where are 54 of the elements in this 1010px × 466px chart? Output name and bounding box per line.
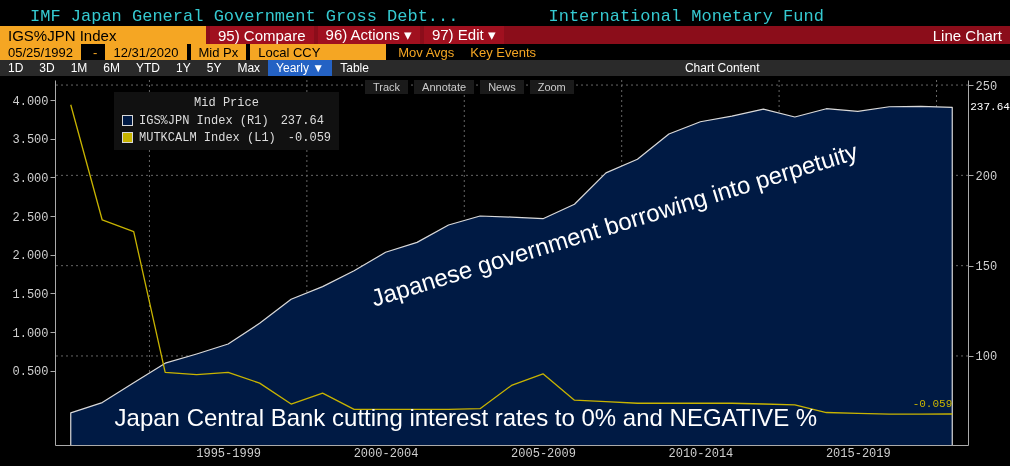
text: Mid Px [190, 44, 247, 60]
text: 1D [7, 60, 25, 76]
y-tick-label: 2.500 [12, 210, 49, 225]
text: 95) Compare [210, 26, 314, 44]
annotation: Annotate [414, 80, 475, 94]
text: 5Y [205, 60, 223, 76]
y-tick-label: 3.500 [12, 133, 49, 148]
text: 05/25/1992 [0, 44, 82, 60]
y-tick-label: 1.000 [12, 326, 49, 341]
text: Chart Content [683, 60, 761, 76]
y-tick-label: 2.000 [12, 249, 49, 264]
annotation: Japan Central Bank cutting interest rates to 0% and NEGATIVE % [114, 404, 818, 432]
text: 96) Actions ▾ [317, 26, 420, 44]
text: - [92, 44, 99, 60]
annotation: News [480, 80, 524, 94]
y2-tick-label: 250 [975, 79, 998, 94]
text: 1Y [175, 60, 192, 76]
y2-tick-label: 200 [975, 169, 998, 184]
y2-tick-label: 150 [975, 260, 998, 275]
text: Max [236, 60, 262, 76]
text: 97) Edit ▾ [423, 26, 504, 44]
data-label: 237.64 [970, 101, 1010, 114]
y-tick-label: 4.000 [12, 94, 49, 109]
legend-title: Mid Price [193, 96, 260, 110]
x-tick-label: 2005-2009 [511, 446, 576, 461]
chart-subtitle: International Monetary Fund [548, 6, 824, 26]
y-tick-label: 1.500 [12, 287, 49, 302]
text: 6M [102, 60, 122, 76]
annotation: Track [365, 80, 409, 94]
annotation: Zoom [529, 80, 574, 94]
text: Table [339, 60, 370, 76]
y-tick-label: 3.000 [12, 171, 49, 186]
text: YTD [135, 60, 162, 76]
x-tick-label: 1995-1999 [196, 446, 262, 461]
x-tick-label: 2015-2019 [825, 446, 891, 461]
x-tick-label: 2010-2014 [668, 446, 734, 461]
text: 3D [38, 60, 56, 76]
y2-tick-label: 100 [975, 350, 998, 365]
text: 12/31/2020 [105, 44, 187, 60]
data-label: -0.059 [912, 397, 953, 410]
legend-label: MUTKCALM Index (L1) [139, 130, 276, 145]
y-tick-label: 0.500 [12, 365, 49, 380]
x-tick-label: 2000-2004 [353, 446, 419, 461]
chart-title: IMF Japan General Government Gross Debt... [30, 6, 459, 26]
legend-label: IGS%JPN Index (R1) [139, 113, 269, 128]
text: Mov Avgs [397, 44, 456, 60]
text: Local CCY [250, 44, 387, 60]
text: 1M [69, 60, 89, 76]
text: 237.64 [280, 113, 324, 128]
text: Yearly ▼ [268, 60, 333, 76]
text: -0.059 [287, 130, 332, 145]
text: Key Events [469, 44, 538, 60]
text: Line Chart [931, 26, 1003, 44]
text: IGS%JPN Index [0, 26, 206, 44]
